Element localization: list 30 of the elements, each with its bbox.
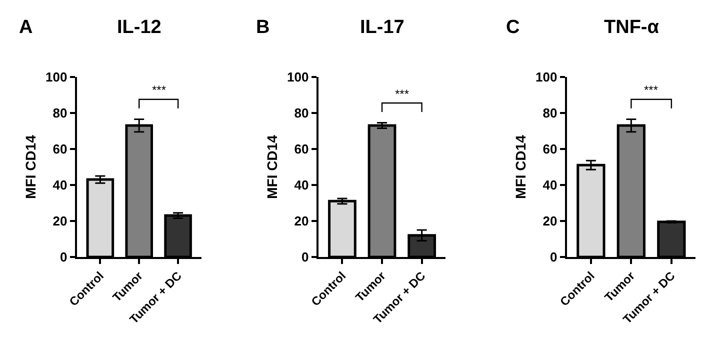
y-tick-label: 100 — [287, 69, 309, 84]
y-tick-label: 0 — [60, 250, 68, 265]
annotation: *** — [644, 83, 658, 97]
y-axis-title: MFI CD14 — [512, 134, 529, 199]
y-axis-title: MFI CD14 — [22, 134, 39, 199]
y-tick-label: 40 — [52, 178, 68, 192]
y-tick-label: 100 — [46, 69, 68, 84]
y-axis-title: MFI CD14 — [264, 134, 280, 199]
chart-title: IL-12 — [117, 17, 162, 38]
y-tick-label: 80 — [542, 105, 558, 120]
y-tick-label: 20 — [52, 214, 68, 229]
y-tick-label: 80 — [52, 105, 68, 120]
y-tick-label: 20 — [542, 214, 558, 229]
y-tick-label: 60 — [52, 141, 68, 156]
annotation: *** — [152, 83, 166, 97]
y-tick-label: 20 — [294, 214, 309, 229]
y-tick-label: 40 — [294, 178, 309, 192]
y-tick-label: 80 — [294, 105, 309, 120]
y-tick-label: 60 — [294, 141, 309, 156]
y-tick-label: 100 — [535, 69, 558, 84]
y-tick-label: 60 — [542, 141, 558, 156]
text: B — [256, 17, 270, 38]
chart-title: TNF-α — [604, 17, 660, 38]
y-tick-label: 0 — [301, 250, 309, 265]
text: A — [19, 17, 33, 38]
y-tick-label: 0 — [550, 250, 558, 265]
y-tick-label: 40 — [542, 178, 558, 192]
chart-title: IL-17 — [360, 17, 404, 38]
text: C — [506, 17, 520, 38]
annotation: *** — [395, 87, 410, 101]
